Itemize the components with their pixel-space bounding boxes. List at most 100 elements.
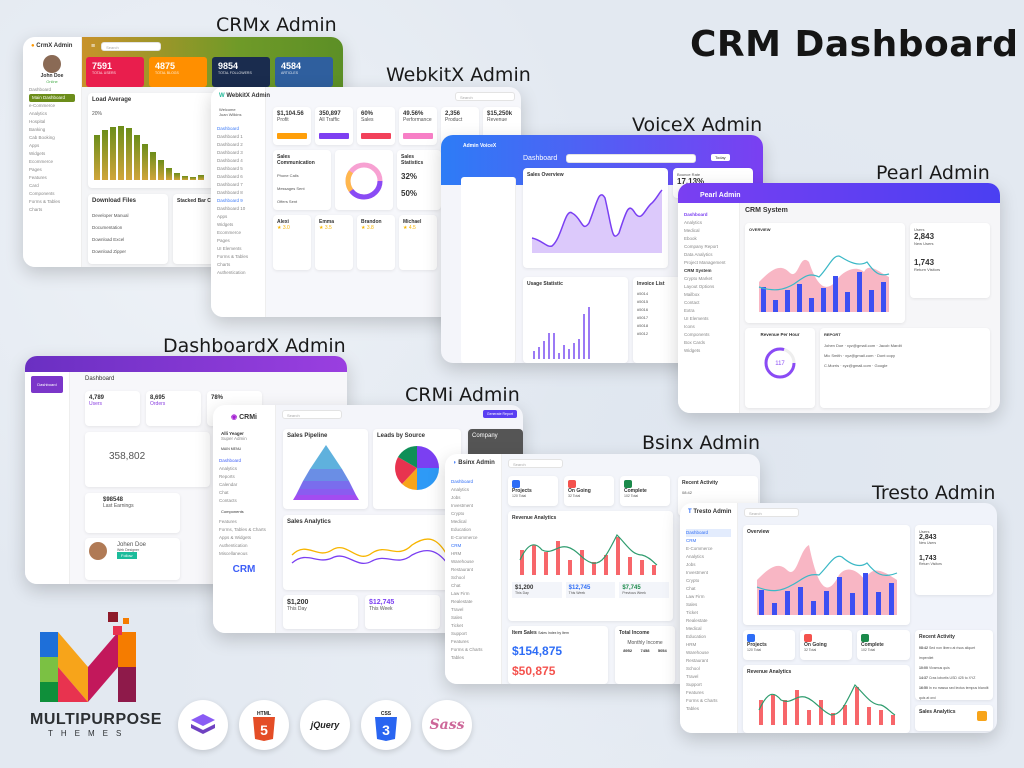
nav-item[interactable]: Dashboard [219,458,242,463]
generate-report-button[interactable]: Generate Report [482,410,517,418]
nav-item[interactable]: Ecommerce [29,159,54,164]
nav-item[interactable]: Hospital [29,119,46,124]
nav-item[interactable]: Ticket [451,623,463,628]
nav-item[interactable]: Widgets [684,348,701,353]
download-item[interactable]: Documentation [92,225,123,230]
download-item[interactable]: Download Zipper [92,249,127,254]
nav-item[interactable]: Law Firm [451,591,470,596]
nav-item[interactable]: Warehouse [686,650,709,655]
nav-item[interactable]: Box Cards [684,340,706,345]
nav-item[interactable]: Dashboard [451,479,474,484]
nav-item[interactable]: Tables [451,655,465,660]
nav-item[interactable]: Features [451,639,469,644]
nav-item[interactable]: Forms & Charts [451,647,483,652]
nav-item[interactable]: Dashboard [684,212,708,217]
nav-item[interactable]: Reports [219,474,235,479]
nav-item[interactable]: Forms & Tables [217,254,249,259]
nav-item[interactable]: Realestate [686,618,708,623]
nav-item[interactable]: Project Management [684,260,726,265]
nav-item[interactable]: Dashboard [686,529,731,537]
nav-item[interactable]: Forms & Charts [686,698,718,703]
sales-action-button[interactable] [977,711,987,721]
nav-item[interactable]: Dashboard [29,87,52,92]
nav-item[interactable]: Sales [686,602,698,607]
nav-item[interactable]: Miscellaneous [219,551,248,556]
nav-item[interactable]: Analytics [684,220,703,225]
nav-item[interactable]: Tables [686,706,700,711]
nav-item[interactable]: Law Firm [686,594,705,599]
nav-item[interactable]: Dashboard 2 [217,142,243,147]
nav-item[interactable]: Forms & Tables [29,199,61,204]
date-button[interactable]: Today [711,154,730,161]
nav-item[interactable]: CRM [686,538,697,543]
nav-item[interactable]: E-Commerce [686,546,713,551]
nav-item[interactable]: Travel [451,607,464,612]
nav-item[interactable]: Features [29,175,47,180]
nav-item[interactable]: Medical [686,626,702,631]
nav-item[interactable]: Medical [684,228,700,233]
nav-item[interactable]: Chat [451,583,461,588]
search-input[interactable]: Search [744,507,799,517]
nav-item[interactable]: Warehouse [451,559,474,564]
search-input[interactable]: Search [508,458,563,468]
nav-item[interactable]: Pages [217,238,230,243]
nav-item[interactable]: Realestate [451,599,473,604]
nav-item[interactable]: Authentication [217,270,246,275]
nav-item[interactable]: Chat [219,490,229,495]
nav-item[interactable]: HRM [451,551,462,556]
nav-item[interactable]: CRM System [684,268,712,273]
menu-icon[interactable]: ≡ [91,42,96,50]
nav-item[interactable]: UI Elements [217,246,242,251]
nav-item[interactable]: Dashboard 7 [217,182,243,187]
nav-item[interactable]: Crypto Market [684,276,713,281]
nav-item[interactable]: Dashboard [217,126,240,131]
nav-item[interactable]: UI Elements [684,316,709,321]
nav-item[interactable]: Dashboard 5 [217,166,243,171]
nav-item[interactable]: Banking [29,127,46,132]
nav-item[interactable]: Ticket [686,610,698,615]
nav-item[interactable]: Widgets [29,151,46,156]
nav-item[interactable]: Charts [29,207,43,212]
nav-item[interactable]: Education [686,634,707,639]
search-input[interactable]: Search [282,409,342,419]
nav-item[interactable]: Travel [686,674,699,679]
nav-item[interactable]: Support [451,631,467,636]
nav-item[interactable]: Support [686,682,702,687]
nav-item[interactable]: Authentication [219,543,248,548]
nav-item[interactable]: Main Dashboard [29,94,75,102]
nav-item[interactable]: Pages [29,167,42,172]
search-input[interactable] [566,154,696,163]
nav-item[interactable]: Charts [217,262,231,267]
search-input[interactable]: Search [101,41,162,51]
nav-item[interactable]: Investment [686,570,709,575]
nav-item[interactable]: Icons [684,324,695,329]
nav-item[interactable]: Features [219,519,237,524]
nav-item[interactable]: Investment [451,503,474,508]
nav-item[interactable]: Education [451,527,472,532]
nav-item[interactable]: Dashboard 6 [217,174,243,179]
nav-item[interactable]: Extra [684,308,695,313]
nav-item[interactable]: Apps [29,143,40,148]
nav-item[interactable]: HRM [686,642,697,647]
nav-item[interactable]: Apps & Widgets [219,535,252,540]
nav-item[interactable]: Analytics [686,554,705,559]
nav-item[interactable]: Dashboard 8 [217,190,243,195]
nav-item[interactable]: e-Commerce [29,103,56,108]
nav-item[interactable]: Crypto [451,511,465,516]
nav-item[interactable]: Cab Booking [29,135,55,140]
nav-item[interactable]: Forms, Tables & Charts [219,527,266,532]
nav-item[interactable]: Ecommerce [217,230,242,235]
nav-item[interactable]: School [686,666,700,671]
nav-item[interactable]: Restaurant [451,567,474,572]
nav-item[interactable]: Calendar [219,482,238,487]
nav-item[interactable]: Analytics [451,487,470,492]
nav-item[interactable]: Dashboard 4 [217,158,243,163]
nav-item[interactable]: Components [684,332,710,337]
nav-item[interactable]: Widgets [217,222,234,227]
nav-item[interactable]: Data Analytics [684,252,713,257]
nav-item[interactable]: Restaurant [686,658,709,663]
nav-item[interactable]: Dashboard 1 [217,134,243,139]
nav-item[interactable]: Company Report [684,244,719,249]
nav-item[interactable]: Sales [451,615,463,620]
nav-item[interactable]: Chat [686,586,696,591]
